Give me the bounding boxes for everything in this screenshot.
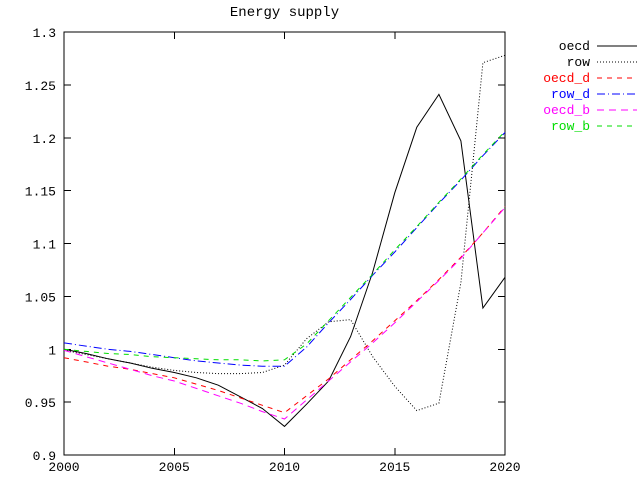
y-tick-label: 1.3: [33, 26, 56, 41]
series-line-oecd_d: [63, 206, 506, 414]
y-tick-label: 1.1: [33, 238, 57, 253]
y-tick-label: 0.9: [33, 449, 56, 464]
x-tick-label: 2000: [48, 460, 79, 475]
x-tick-label: 2010: [269, 460, 300, 475]
y-tick-label: 1.25: [25, 79, 56, 94]
legend-label-oecd: oecd: [559, 39, 590, 54]
x-tick-label: 2015: [379, 460, 410, 475]
y-tick-label: 1.2: [33, 132, 56, 147]
series-line-row_d: [63, 132, 506, 367]
y-tick-label: 1.05: [25, 290, 56, 305]
series-line-oecd_b: [63, 207, 506, 420]
series-line-row_b: [63, 131, 506, 362]
series-line-row: [63, 54, 506, 412]
y-tick-label: 1.15: [25, 185, 56, 200]
x-tick-label: 2020: [489, 460, 520, 475]
x-tick-label: 2005: [159, 460, 190, 475]
chart-title: Energy supply: [229, 5, 340, 21]
legend-label-oecd_d: oecd_d: [543, 71, 590, 86]
legend-label-row: row: [567, 55, 591, 70]
legend-label-row_d: row_d: [551, 87, 590, 102]
legend-label-oecd_b: oecd_b: [543, 103, 590, 118]
legend-label-row_b: row_b: [551, 119, 590, 134]
y-tick-label: 1: [48, 343, 56, 358]
series-line-oecd: [63, 93, 506, 428]
y-tick-label: 0.95: [25, 396, 56, 411]
